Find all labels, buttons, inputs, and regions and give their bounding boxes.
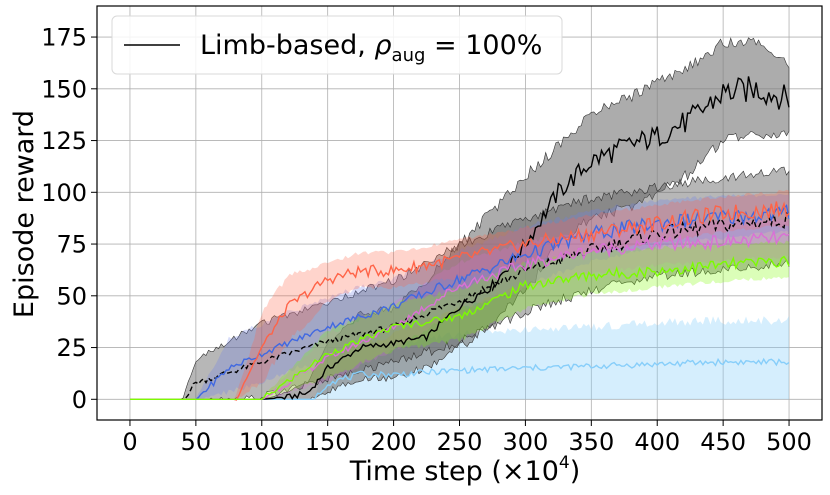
series-band-2 [130,189,789,400]
y-tick-label: 50 [56,282,87,310]
y-tick-labels: 0 25 50 75 100 125 150 175 [41,24,87,414]
x-tick-label: 50 [181,428,212,456]
series-lines [130,76,790,401]
x-tick-label: 500 [766,428,812,456]
x-tick-label: 200 [371,428,417,456]
y-tick-label: 125 [41,127,87,155]
legend-label-limb-based: Limb-based, ρaug = 100% [200,30,542,66]
x-tick-label: 250 [437,428,483,456]
series-line-2 [130,201,790,401]
x-tick-label: 100 [239,428,285,456]
y-axis-label: Episode reward [9,110,40,318]
series-band-5 [130,240,789,400]
y-tick-label: 150 [41,75,87,103]
y-tick-label: 75 [56,231,87,259]
legend-box [111,15,563,75]
x-axis-label: Time step (×104) [349,453,581,487]
y-tick-label: 25 [56,334,87,362]
y-tick-label: 175 [41,24,87,52]
x-tick-label: 450 [700,428,746,456]
series-band-3 [130,193,789,400]
x-tick-label: 150 [305,428,351,456]
x-tick-label: 0 [122,428,137,456]
series-line-5 [130,255,790,400]
y-tick-label: 0 [72,386,87,414]
series-band-0 [130,37,790,400]
series-line-3 [130,204,790,400]
x-tick-label: 350 [568,428,614,456]
series-band-6 [130,316,789,400]
series-line-1 [130,211,790,400]
x-tick-labels: 0 50 100 150 200 250 300 350 400 450 500 [122,428,812,456]
ticks [91,36,790,426]
legend: Limb-based, ρaug = 100% [111,15,563,75]
x-tick-label: 400 [634,428,680,456]
y-tick-label: 100 [41,179,87,207]
x-tick-label: 300 [503,428,549,456]
